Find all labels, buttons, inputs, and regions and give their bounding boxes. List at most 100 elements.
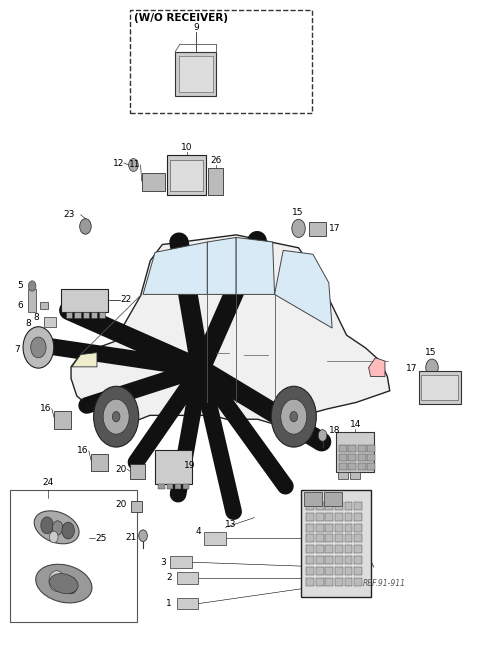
Text: REF.91-911: REF.91-911 xyxy=(362,579,406,588)
Text: 13: 13 xyxy=(225,520,236,529)
Ellipse shape xyxy=(36,564,92,603)
Bar xyxy=(419,371,461,404)
Bar xyxy=(204,532,226,545)
Bar xyxy=(306,567,314,575)
Bar xyxy=(316,513,324,521)
Bar xyxy=(325,534,333,542)
Circle shape xyxy=(49,571,64,591)
Text: 4: 4 xyxy=(196,527,202,536)
Circle shape xyxy=(49,531,58,543)
Ellipse shape xyxy=(34,511,79,543)
Text: 1: 1 xyxy=(166,599,172,608)
Bar xyxy=(130,464,145,479)
Bar xyxy=(339,454,347,461)
Bar xyxy=(175,484,181,489)
Bar xyxy=(170,556,192,568)
Bar xyxy=(325,545,333,553)
Text: 10: 10 xyxy=(181,143,193,152)
Polygon shape xyxy=(143,242,207,294)
Bar xyxy=(348,463,356,470)
Bar xyxy=(309,222,326,236)
Circle shape xyxy=(23,327,54,368)
Circle shape xyxy=(292,219,305,237)
Circle shape xyxy=(52,521,63,535)
Bar xyxy=(354,524,362,532)
Bar xyxy=(301,490,371,597)
Circle shape xyxy=(426,359,438,376)
Bar xyxy=(306,578,314,586)
Polygon shape xyxy=(275,250,332,328)
Bar xyxy=(316,578,324,586)
Bar xyxy=(131,501,142,512)
Bar xyxy=(28,289,36,312)
Polygon shape xyxy=(71,235,390,426)
Bar xyxy=(345,545,352,553)
Text: 15: 15 xyxy=(292,208,303,217)
Bar xyxy=(40,302,48,309)
Bar xyxy=(91,454,108,471)
Bar xyxy=(316,567,324,575)
Bar xyxy=(83,312,89,318)
Bar xyxy=(335,502,343,510)
Text: 26: 26 xyxy=(210,156,222,165)
Text: 24: 24 xyxy=(42,477,54,487)
Bar xyxy=(316,524,324,532)
Bar xyxy=(336,432,374,472)
Bar xyxy=(339,463,347,470)
Bar xyxy=(306,524,314,532)
Bar xyxy=(175,52,216,96)
Circle shape xyxy=(281,399,307,434)
Bar xyxy=(316,556,324,564)
Bar xyxy=(325,567,333,575)
Text: 15: 15 xyxy=(425,348,437,357)
Bar xyxy=(54,411,71,429)
Bar xyxy=(44,317,56,327)
Bar xyxy=(66,312,72,318)
Bar xyxy=(348,445,356,452)
Bar xyxy=(325,578,333,586)
Bar xyxy=(306,556,314,564)
Text: (W/O RECEIVER): (W/O RECEIVER) xyxy=(134,13,228,23)
Polygon shape xyxy=(207,237,236,294)
Bar xyxy=(335,567,343,575)
Circle shape xyxy=(28,281,36,291)
Bar xyxy=(339,445,347,452)
Bar xyxy=(177,598,198,609)
Ellipse shape xyxy=(49,574,78,593)
Text: 8: 8 xyxy=(25,319,31,328)
Circle shape xyxy=(31,337,46,358)
Bar xyxy=(91,312,97,318)
Bar xyxy=(142,173,165,191)
Polygon shape xyxy=(369,358,385,377)
Bar xyxy=(335,578,343,586)
Text: 14: 14 xyxy=(349,420,361,429)
Bar xyxy=(306,545,314,553)
Bar xyxy=(345,567,352,575)
Polygon shape xyxy=(236,237,275,294)
Bar xyxy=(306,502,314,510)
Text: 6: 6 xyxy=(17,301,23,310)
Bar xyxy=(306,513,314,521)
Text: 2: 2 xyxy=(166,573,172,582)
Bar xyxy=(74,312,81,318)
Text: 20: 20 xyxy=(116,500,127,509)
Bar xyxy=(316,545,324,553)
Bar xyxy=(183,484,189,489)
Bar xyxy=(316,534,324,542)
Circle shape xyxy=(318,430,327,441)
Text: 8: 8 xyxy=(34,313,39,322)
Bar xyxy=(208,168,223,195)
Bar xyxy=(10,490,137,622)
Bar xyxy=(335,556,343,564)
Bar xyxy=(367,454,375,461)
Bar xyxy=(179,56,213,92)
Bar xyxy=(345,524,352,532)
Bar xyxy=(367,463,375,470)
Bar xyxy=(358,445,366,452)
Text: 20: 20 xyxy=(116,465,127,474)
Bar xyxy=(354,513,362,521)
Text: 16: 16 xyxy=(40,404,52,413)
Bar xyxy=(170,160,203,191)
Text: 25: 25 xyxy=(95,534,107,543)
Bar xyxy=(61,289,108,312)
